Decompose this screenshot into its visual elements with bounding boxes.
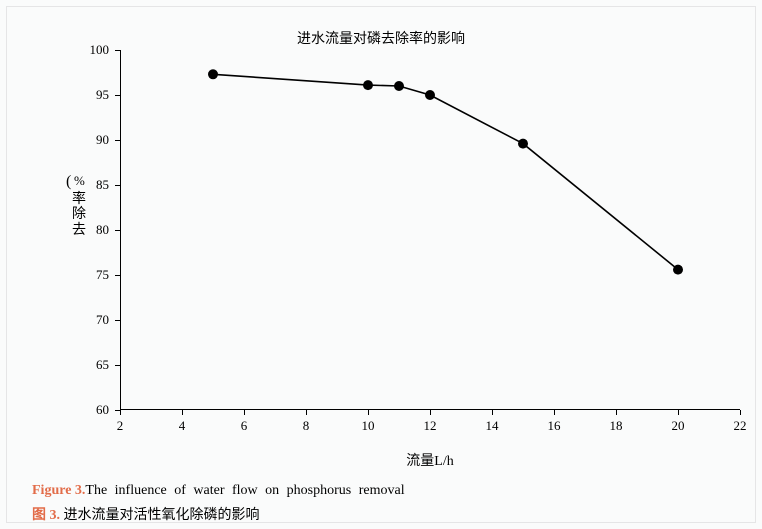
y-axis-paren-icon: ( [66,174,71,190]
x-tick-label: 22 [734,418,747,434]
x-tick [120,410,121,415]
x-tick-label: 16 [548,418,561,434]
figure-label-en: Figure 3. [32,483,85,498]
chart-series [120,50,740,410]
data-point-marker [425,90,435,100]
y-tick-label: 95 [83,87,109,103]
data-point-marker [673,265,683,275]
x-tick-label: 14 [486,418,499,434]
x-tick [740,410,741,415]
y-tick-label: 75 [83,267,109,283]
x-tick-label: 10 [362,418,375,434]
x-tick [678,410,679,415]
figure-label-zh: 图 3. [32,508,60,523]
y-tick-label: 85 [83,177,109,193]
y-tick-label: 65 [83,357,109,373]
figure-caption-en: Figure 3.The influence of water flow on … [32,483,405,499]
x-tick-label: 2 [117,418,124,434]
x-tick-label: 20 [672,418,685,434]
x-tick [244,410,245,415]
y-tick-label: 90 [83,132,109,148]
y-tick-label: 100 [83,42,109,58]
x-tick [492,410,493,415]
x-tick-label: 4 [179,418,186,434]
x-tick [368,410,369,415]
chart-title: 进水流量对磷去除率的影响 [0,28,762,48]
x-tick-label: 12 [424,418,437,434]
x-tick [430,410,431,415]
chart-plot-area: 2468101214161820226065707580859095100 [120,50,740,410]
x-tick-label: 8 [303,418,310,434]
x-tick [616,410,617,415]
series-line [213,74,678,269]
figure-caption-zh-text: 进水流量对活性氧化除磷的影响 [60,508,260,523]
figure-container: 进水流量对磷去除率的影响 246810121416182022606570758… [0,0,762,529]
data-point-marker [363,80,373,90]
x-axis-title: 流量L/h [406,450,453,470]
x-tick-label: 6 [241,418,248,434]
data-point-marker [208,69,218,79]
y-tick-label: 70 [83,312,109,328]
x-tick [306,410,307,415]
x-tick-label: 18 [610,418,623,434]
x-tick [554,410,555,415]
figure-caption-en-text: The influence of water flow on phosphoru… [85,483,404,498]
y-axis-title: 率 除 去 [72,192,86,238]
y-axis-percent-label: % [74,174,85,187]
data-point-marker [394,81,404,91]
y-tick-label: 80 [83,222,109,238]
y-tick-label: 60 [83,402,109,418]
x-tick [182,410,183,415]
figure-caption-zh: 图 3. 进水流量对活性氧化除磷的影响 [32,504,260,524]
data-point-marker [518,139,528,149]
